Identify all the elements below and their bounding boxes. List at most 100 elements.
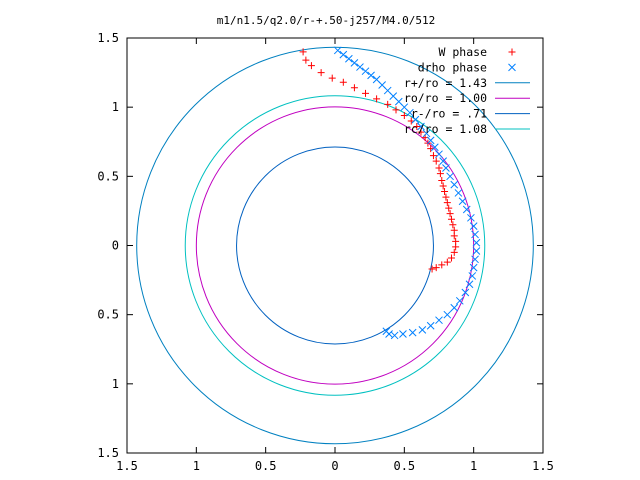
data-point — [450, 303, 459, 312]
data-point — [438, 176, 446, 184]
reference-circle — [236, 146, 434, 345]
data-point — [455, 296, 464, 305]
y-tick-label: 1 — [112, 100, 119, 114]
data-point — [356, 63, 364, 71]
x-tick-label: 1.5 — [116, 459, 138, 473]
y-tick-label: 0.5 — [97, 308, 119, 322]
data-point — [446, 210, 454, 218]
x-tick-label: 0 — [331, 459, 338, 473]
x-tick-label: 0.5 — [255, 459, 277, 473]
y-tick-label: 1.5 — [97, 31, 119, 45]
data-point — [432, 264, 440, 272]
axis-ticks: 1.5 1 0.5 0 0.5 1 1.51.510.500.511.5 — [97, 31, 554, 473]
legend-label: r-/ro = .71 — [411, 107, 487, 121]
data-point — [417, 122, 425, 131]
data-point — [426, 136, 435, 145]
data-point — [435, 150, 443, 159]
data-point — [435, 164, 443, 172]
data-point — [418, 326, 427, 334]
data-point — [333, 46, 342, 55]
data-point — [422, 129, 431, 138]
data-point — [392, 106, 400, 114]
data-point — [373, 95, 381, 103]
y-tick-label: 0 — [112, 239, 119, 253]
data-point — [445, 204, 453, 212]
data-point — [442, 164, 450, 172]
data-point — [317, 69, 325, 77]
data-point — [472, 238, 481, 247]
reference-circle — [184, 95, 486, 396]
data-point — [411, 115, 420, 124]
data-point — [408, 328, 417, 337]
data-point — [428, 265, 436, 273]
legend-label: rc/ro = 1.08 — [404, 122, 487, 136]
data-point — [382, 327, 391, 336]
data-point — [417, 128, 425, 136]
legend-label: r+/ro = 1.43 — [404, 76, 487, 90]
data-point — [450, 232, 458, 240]
legend-label: ro/ro = 1.00 — [404, 91, 487, 105]
data-point — [367, 71, 375, 80]
legend-label: drho phase — [418, 60, 487, 74]
legend-swatch — [508, 48, 516, 56]
data-point — [442, 193, 450, 201]
data-point — [435, 316, 443, 325]
data-point — [439, 182, 447, 190]
data-point — [443, 310, 452, 319]
data-point — [430, 143, 439, 152]
data-markers — [299, 46, 481, 340]
y-tick-label: 1.5 — [97, 446, 119, 460]
data-point — [447, 254, 455, 262]
data-point — [443, 258, 451, 266]
legend-swatch — [508, 63, 516, 72]
data-point — [339, 78, 347, 86]
data-point — [446, 172, 454, 181]
data-point — [465, 280, 474, 289]
chart-title: m1/n1.5/q2.0/r-+.50-j257/M4.0/512 — [217, 14, 436, 27]
data-point — [413, 123, 421, 131]
data-point — [441, 188, 449, 196]
data-point — [399, 330, 407, 338]
data-point — [443, 199, 451, 207]
data-point — [302, 56, 310, 64]
data-point — [438, 261, 446, 269]
data-point — [447, 215, 455, 223]
data-point — [406, 108, 414, 117]
data-point — [436, 170, 444, 178]
data-point — [458, 197, 467, 206]
data-point — [462, 205, 471, 214]
data-point — [439, 157, 448, 165]
data-point — [454, 189, 463, 197]
data-point — [345, 54, 353, 63]
data-point — [468, 272, 477, 280]
data-point — [362, 89, 370, 97]
y-tick-label: 0.5 — [97, 169, 119, 183]
data-point — [469, 222, 478, 230]
data-point — [449, 221, 457, 229]
x-tick-label: 0.5 — [393, 459, 415, 473]
data-point — [471, 230, 479, 239]
legend-label: W phase — [439, 45, 488, 59]
data-point — [361, 67, 370, 76]
data-point — [432, 157, 440, 165]
data-point — [452, 243, 460, 251]
data-point — [450, 180, 459, 189]
data-point — [429, 152, 437, 160]
data-point — [339, 50, 348, 59]
data-point — [426, 321, 435, 330]
data-point — [350, 59, 359, 67]
data-point — [390, 331, 399, 340]
x-tick-label: 1 — [193, 459, 200, 473]
data-point — [469, 263, 478, 272]
data-point — [450, 248, 458, 256]
data-point — [328, 74, 336, 82]
data-point — [299, 48, 307, 56]
x-tick-label: 1.5 — [532, 459, 554, 473]
x-tick-label: 1 — [470, 459, 477, 473]
data-point — [472, 247, 481, 255]
data-point — [307, 62, 315, 70]
data-point — [471, 255, 479, 264]
data-point — [350, 84, 358, 92]
data-point — [467, 213, 475, 222]
